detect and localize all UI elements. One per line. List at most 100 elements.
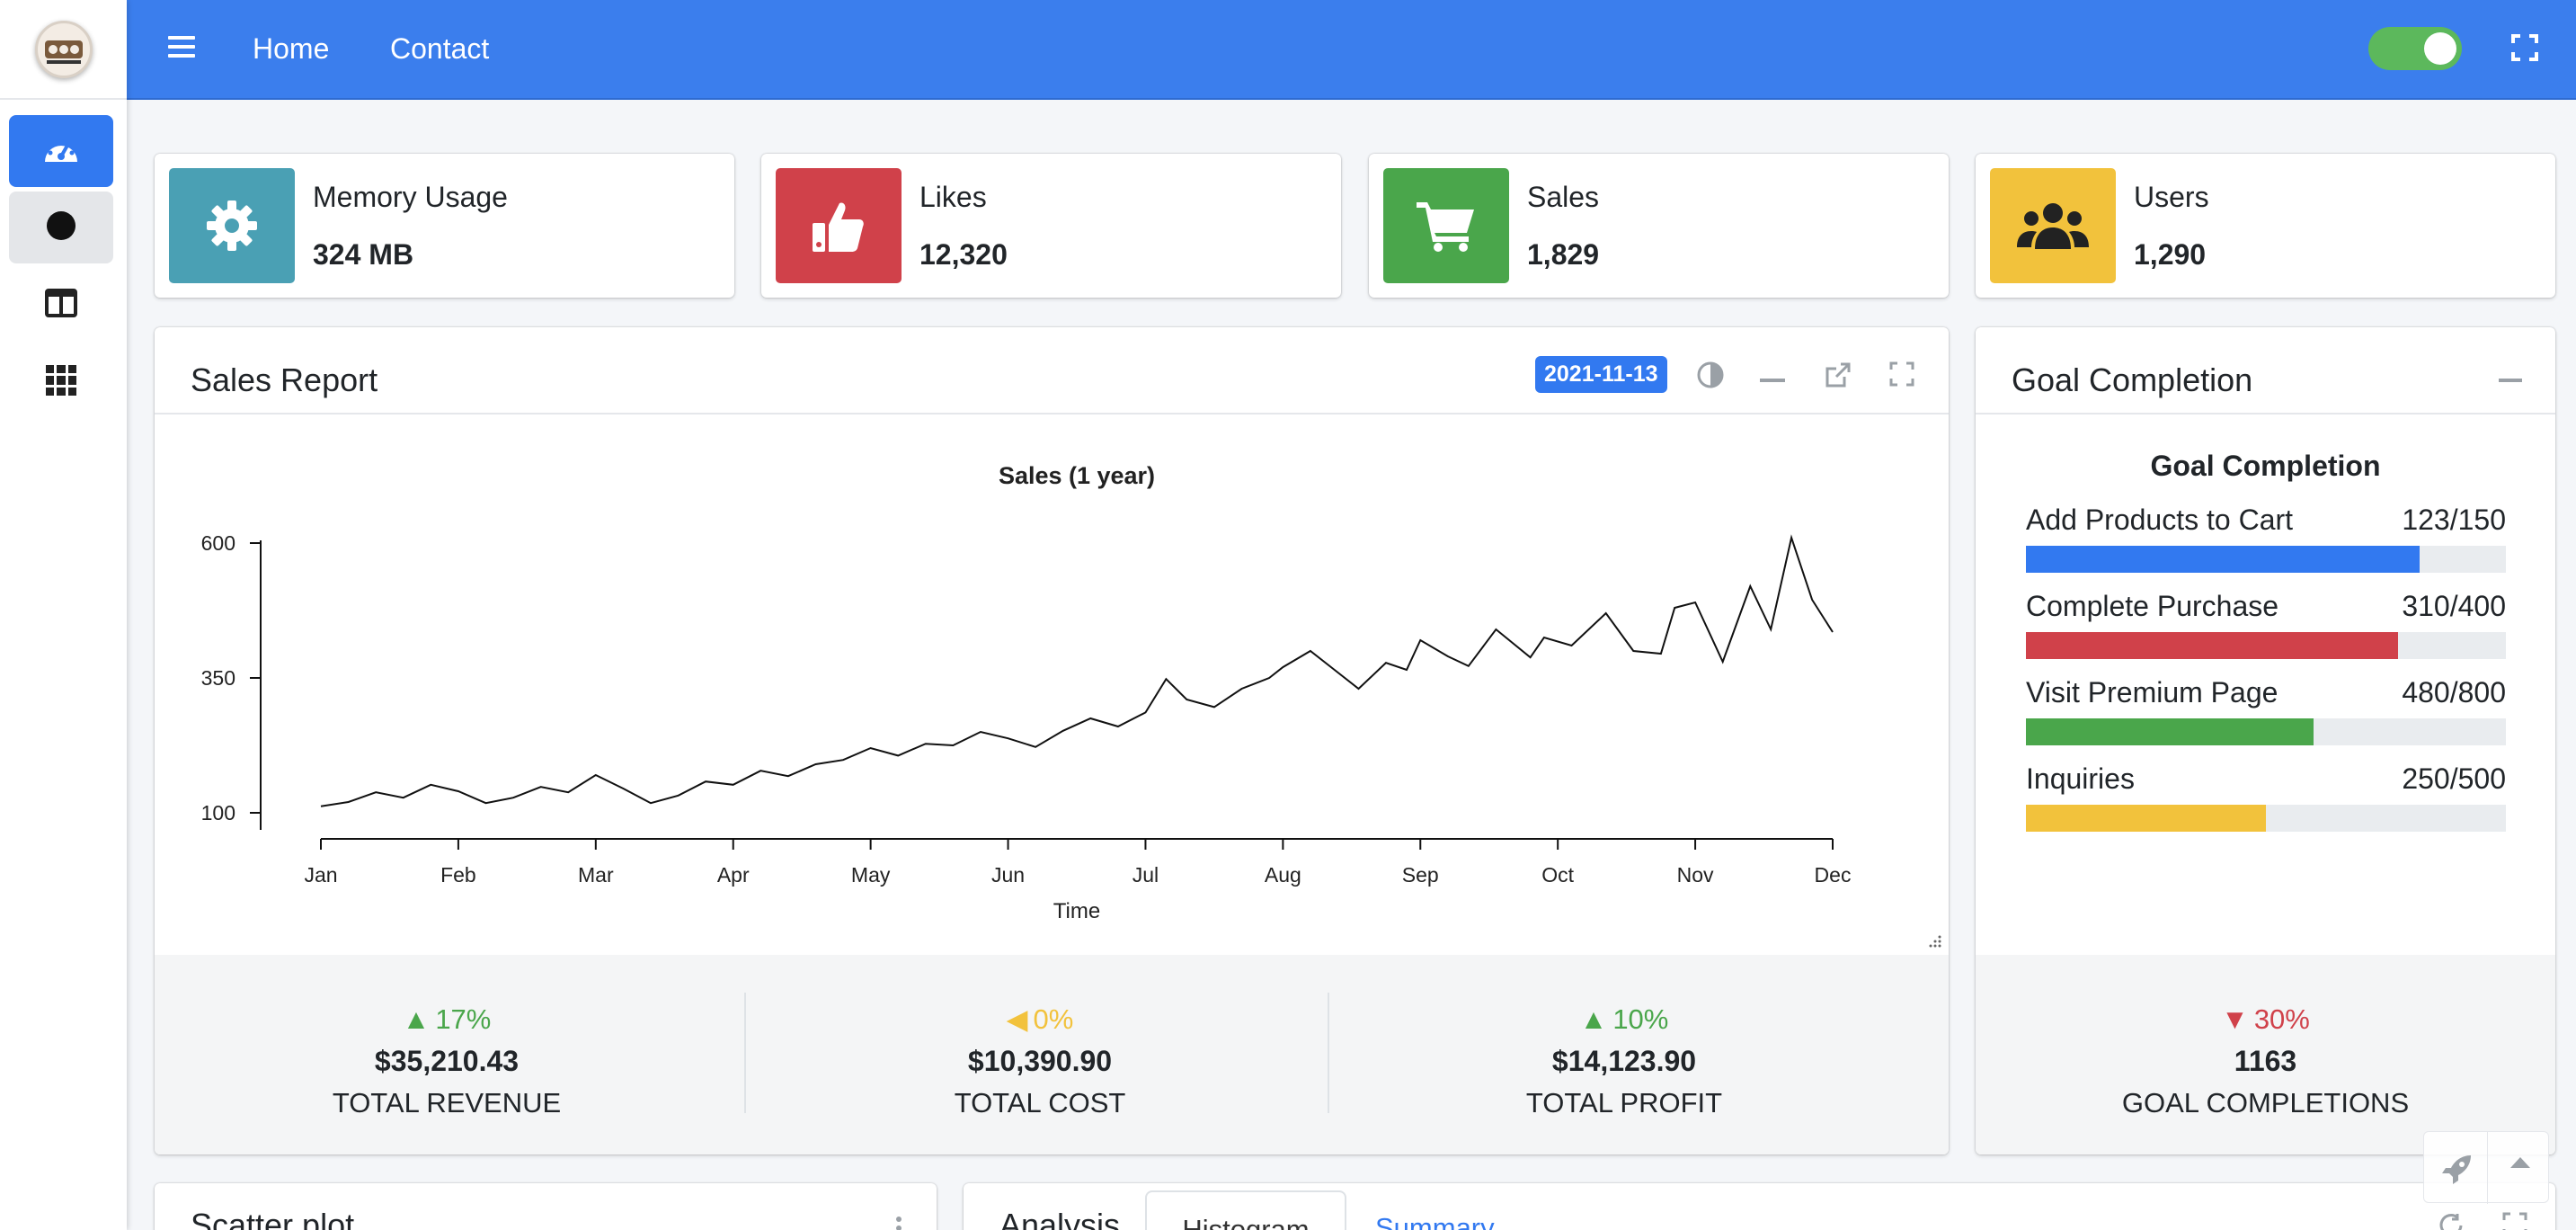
card-title: Goal Completion — [2012, 361, 2253, 398]
sidebar-item-circle[interactable] — [9, 192, 113, 263]
stat-label: GOAL COMPLETIONS — [2121, 1087, 2410, 1119]
goal-row: Inquiries 250/500 — [2026, 762, 2506, 832]
goal-label: Complete Purchase — [2026, 590, 2279, 622]
goal-progress-track — [2026, 718, 2506, 745]
goal-row: Add Products to Cart 123/150 — [2026, 504, 2506, 573]
stat-label: TOTAL REVENUE — [332, 1087, 562, 1119]
stat-label: TOTAL PROFIT — [1525, 1087, 1723, 1119]
scroll-to-top-icon[interactable] — [2510, 1155, 2530, 1172]
external-link-icon[interactable] — [1825, 361, 1852, 393]
caret-down-icon: ▼ — [2221, 1003, 2249, 1035]
goal-label: Visit Premium Page — [2026, 676, 2278, 709]
tab-summary[interactable]: Summary — [1375, 1212, 1495, 1230]
stat-change: ▼ 30% — [2221, 1003, 2310, 1035]
card-header-divider — [1976, 413, 2555, 414]
x-tick-label: Feb — [440, 863, 476, 887]
stat-change: ▲ 10% — [1579, 1003, 1669, 1035]
sales-report-card: Sales Report 2021-11-13 Sales (1 year) T… — [155, 327, 1949, 1154]
x-tick-label: Jul — [1133, 863, 1159, 887]
x-tick-label: Apr — [717, 863, 750, 887]
scatter-plot-card: Scatter plot — [155, 1183, 937, 1230]
stat-amount: $14,123.90 — [1551, 1045, 1697, 1077]
maximize-icon[interactable] — [1889, 361, 1914, 391]
y-tick-label: 100 — [201, 801, 235, 824]
dashboard-gauge-icon — [41, 133, 81, 170]
users-icon — [1990, 168, 2116, 283]
x-tick-label: Mar — [578, 863, 614, 887]
chart-x-axis-label: Time — [1053, 899, 1100, 923]
dark-mode-toggle[interactable] — [2368, 27, 2462, 70]
card-title: Sales Report — [191, 361, 378, 398]
stat-change: ▲ 17% — [402, 1003, 492, 1035]
sidebar-item-columns[interactable] — [9, 269, 113, 341]
goal-row: Complete Purchase 310/400 — [2026, 590, 2506, 659]
goal-value: 123/150 — [2402, 504, 2506, 536]
gear-icon — [169, 168, 295, 283]
goal-inner-title: Goal Completion — [2150, 450, 2381, 482]
brand — [0, 0, 127, 100]
chart-title: Sales (1 year) — [999, 462, 1155, 489]
resize-handle-icon[interactable] — [1929, 935, 1941, 952]
stat-amount: 1163 — [2234, 1045, 2297, 1077]
stat-amount: $35,210.43 — [374, 1045, 520, 1077]
goal-completion-card: Goal Completion Goal Completion Add Prod… — [1976, 327, 2555, 1154]
circle-icon — [45, 209, 77, 246]
columns-icon — [45, 288, 77, 322]
info-box-value: 1,290 — [2134, 238, 2207, 271]
caret-left-icon: ◀ — [1006, 1003, 1028, 1035]
info-box-value: 1,829 — [1527, 238, 1600, 271]
stat-amount: $10,390.90 — [967, 1045, 1113, 1077]
x-tick-label: Jun — [991, 863, 1025, 887]
info-box-memory: Memory Usage 324 MB — [155, 154, 734, 298]
tab-histogram[interactable]: Histogram — [1145, 1190, 1346, 1230]
info-box-sales: Sales 1,829 — [1369, 154, 1949, 298]
x-tick-label: May — [851, 863, 891, 887]
info-box-title: Users — [2134, 181, 2209, 213]
card-header-divider — [155, 413, 1949, 414]
sidebar-item-grid[interactable] — [9, 346, 113, 418]
stat-label: TOTAL COST — [954, 1087, 1126, 1119]
goal-label: Inquiries — [2026, 762, 2135, 795]
maximize-icon[interactable] — [2502, 1212, 2527, 1230]
goal-progress-track — [2026, 632, 2506, 659]
fullscreen-icon[interactable] — [2511, 34, 2538, 66]
more-vertical-icon[interactable] — [895, 1216, 902, 1230]
stat-divider — [1328, 993, 1329, 1113]
goal-label-row: Complete Purchase 310/400 — [2026, 590, 2506, 623]
stat-divider — [744, 993, 746, 1113]
goal-completion-footer: ▼ 30% 1163 GOAL COMPLETIONS — [1976, 955, 2555, 1154]
x-tick-label: Oct — [1541, 863, 1574, 887]
hamburger-menu-icon[interactable] — [168, 34, 195, 64]
y-tick-label: 350 — [201, 666, 235, 690]
nav-link-contact[interactable]: Contact — [390, 32, 490, 65]
goal-value: 480/800 — [2402, 676, 2506, 709]
x-tick-label: Aug — [1265, 863, 1301, 887]
floating-controls — [2423, 1131, 2549, 1204]
info-box-users: Users 1,290 — [1976, 154, 2555, 298]
nav-link-home[interactable]: Home — [253, 32, 330, 65]
x-tick-label: Nov — [1677, 863, 1714, 887]
goal-progress-track — [2026, 805, 2506, 832]
refresh-icon[interactable] — [2438, 1212, 2465, 1230]
chart-ticks: 100 350 600 Jan Feb Mar Apr May Jun Jul Aug Sep Oct N… — [201, 531, 1852, 887]
info-box-title: Likes — [919, 181, 987, 213]
goal-label: Add Products to Cart — [2026, 504, 2294, 536]
app-logo[interactable] — [34, 20, 93, 78]
chart-data-points — [320, 537, 1834, 807]
rocket-icon[interactable] — [2442, 1154, 2473, 1189]
stat-total-cost: ◀ 0% $10,390.90 TOTAL COST — [748, 955, 1332, 1119]
info-box-value: 12,320 — [919, 238, 1008, 271]
info-box-likes: Likes 12,320 — [761, 154, 1341, 298]
goal-progress-fill — [2026, 632, 2398, 659]
info-box-title: Memory Usage — [313, 181, 508, 213]
collapse-icon[interactable] — [2499, 372, 2522, 388]
stat-change: ◀ 0% — [1006, 1003, 1074, 1035]
sidebar-item-dashboard[interactable] — [9, 115, 113, 187]
x-tick-label: Sep — [1402, 863, 1439, 887]
stat-total-profit: ▲ 10% $14,123.90 TOTAL PROFIT — [1332, 955, 1916, 1119]
toggle-knob — [2424, 32, 2456, 65]
contrast-icon[interactable] — [1697, 361, 1724, 393]
sales-line-chart: Sales (1 year) Time 100 350 600 Jan Feb Mar Ap… — [201, 462, 1852, 923]
info-box-value: 324 MB — [313, 238, 414, 271]
collapse-icon[interactable] — [1760, 372, 1785, 388]
